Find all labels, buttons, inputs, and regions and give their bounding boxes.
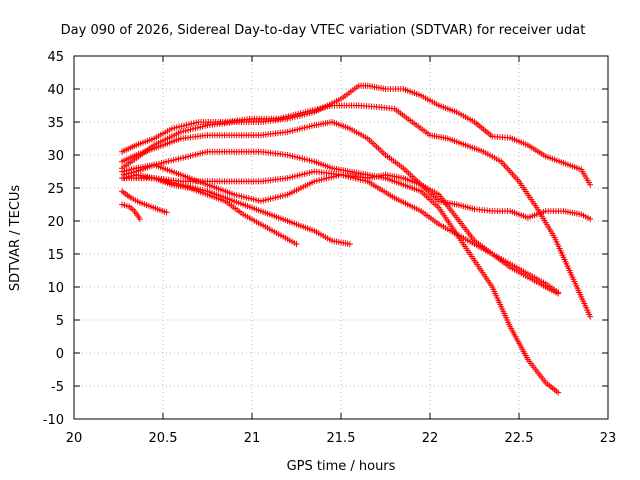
series-arc-8 (133, 175, 353, 248)
data-point (587, 181, 594, 188)
y-axis-ticks: -10 -5 0 5 10 15 20 25 30 35 40 45 (43, 50, 608, 428)
x-tick-label: 22.5 (505, 431, 534, 446)
y-tick-label: 20 (47, 215, 64, 230)
data-point (587, 216, 594, 223)
x-tick-label: 20 (66, 431, 83, 446)
series-arc-10 (119, 201, 143, 223)
series-arc-2 (119, 102, 594, 320)
x-tick-label: 21 (244, 431, 261, 446)
y-tick-label: 40 (47, 83, 64, 98)
data-point (555, 389, 562, 396)
x-tick-label: 21.5 (327, 431, 356, 446)
y-tick-label: 35 (47, 116, 64, 131)
data-point (136, 216, 143, 223)
y-tick-label: -5 (51, 380, 64, 395)
y-tick-label: 5 (56, 314, 64, 329)
x-axis-ticks: 20 20.5 21 21.5 22 22.5 23 (66, 56, 617, 446)
gridlines (74, 56, 608, 419)
series-arc-9 (119, 188, 170, 216)
y-tick-label: 25 (47, 182, 64, 197)
y-tick-label: 30 (47, 149, 64, 164)
x-tick-label: 22 (422, 431, 439, 446)
data-point (163, 209, 170, 216)
data-points (119, 82, 594, 396)
data-point (346, 241, 353, 248)
data-point (555, 289, 562, 296)
y-tick-label: 15 (47, 248, 64, 263)
y-tick-label: -10 (43, 413, 64, 428)
data-point (587, 313, 594, 320)
chart-title: Day 090 of 2026, Sidereal Day-to-day VTE… (61, 23, 586, 38)
x-tick-label: 20.5 (149, 431, 178, 446)
y-axis-label: SDTVAR / TECUs (8, 185, 23, 292)
data-point (293, 241, 300, 248)
y-tick-label: 10 (47, 281, 64, 296)
y-tick-label: 45 (47, 50, 64, 65)
x-axis-label: GPS time / hours (287, 459, 396, 474)
x-tick-label: 23 (600, 431, 617, 446)
y-tick-label: 0 (56, 347, 64, 362)
